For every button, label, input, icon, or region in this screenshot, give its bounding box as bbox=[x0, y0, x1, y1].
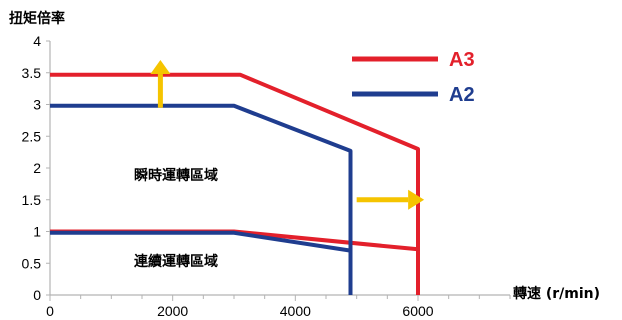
x-tick-label: 2000 bbox=[157, 303, 188, 319]
x-tick-label: 0 bbox=[46, 303, 54, 319]
y-axis-title: 扭矩倍率 bbox=[9, 10, 65, 27]
arrow-up bbox=[150, 60, 171, 108]
y-tick-label: 2 bbox=[33, 160, 41, 176]
x-tick-label: 6000 bbox=[402, 303, 433, 319]
series-line-a2-2 bbox=[50, 103, 353, 295]
axes: 0 0.5 1 1.5 2 2.5 3 3.5 4 0 2000 4000 6000 bbox=[22, 33, 511, 319]
x-axis-title: 轉速 (r/min) bbox=[513, 285, 600, 302]
y-tick-label: 2.5 bbox=[22, 128, 42, 144]
y-tick-label: 3 bbox=[33, 97, 41, 113]
arrow-layer bbox=[150, 60, 425, 210]
legend: A3 A2 bbox=[352, 49, 475, 106]
y-tick-label: 0.5 bbox=[22, 255, 42, 271]
y-tick-label: 0 bbox=[33, 287, 41, 303]
y-tick-label: 4 bbox=[33, 33, 41, 49]
y-tick-label: 1 bbox=[33, 224, 41, 240]
arrow-right bbox=[356, 189, 425, 210]
series-line-a3-0 bbox=[50, 72, 420, 295]
series-line-a2-3 bbox=[50, 230, 351, 253]
legend-label-a3: A3 bbox=[449, 49, 475, 71]
y-tick-label: 3.5 bbox=[22, 65, 42, 81]
x-tick-label: 4000 bbox=[280, 303, 311, 319]
arrow-head bbox=[150, 60, 171, 75]
arrow-head bbox=[408, 189, 425, 210]
instantaneous-region-label: 瞬時運轉區域 bbox=[134, 167, 218, 184]
series-layer bbox=[50, 72, 420, 295]
labels: 扭矩倍率 轉速 (r/min) 瞬時運轉區域 連續運轉區域 bbox=[9, 10, 600, 302]
y-tick-label: 1.5 bbox=[22, 192, 42, 208]
legend-label-a2: A2 bbox=[449, 84, 475, 106]
continuous-region-label: 連續運轉區域 bbox=[134, 253, 218, 270]
